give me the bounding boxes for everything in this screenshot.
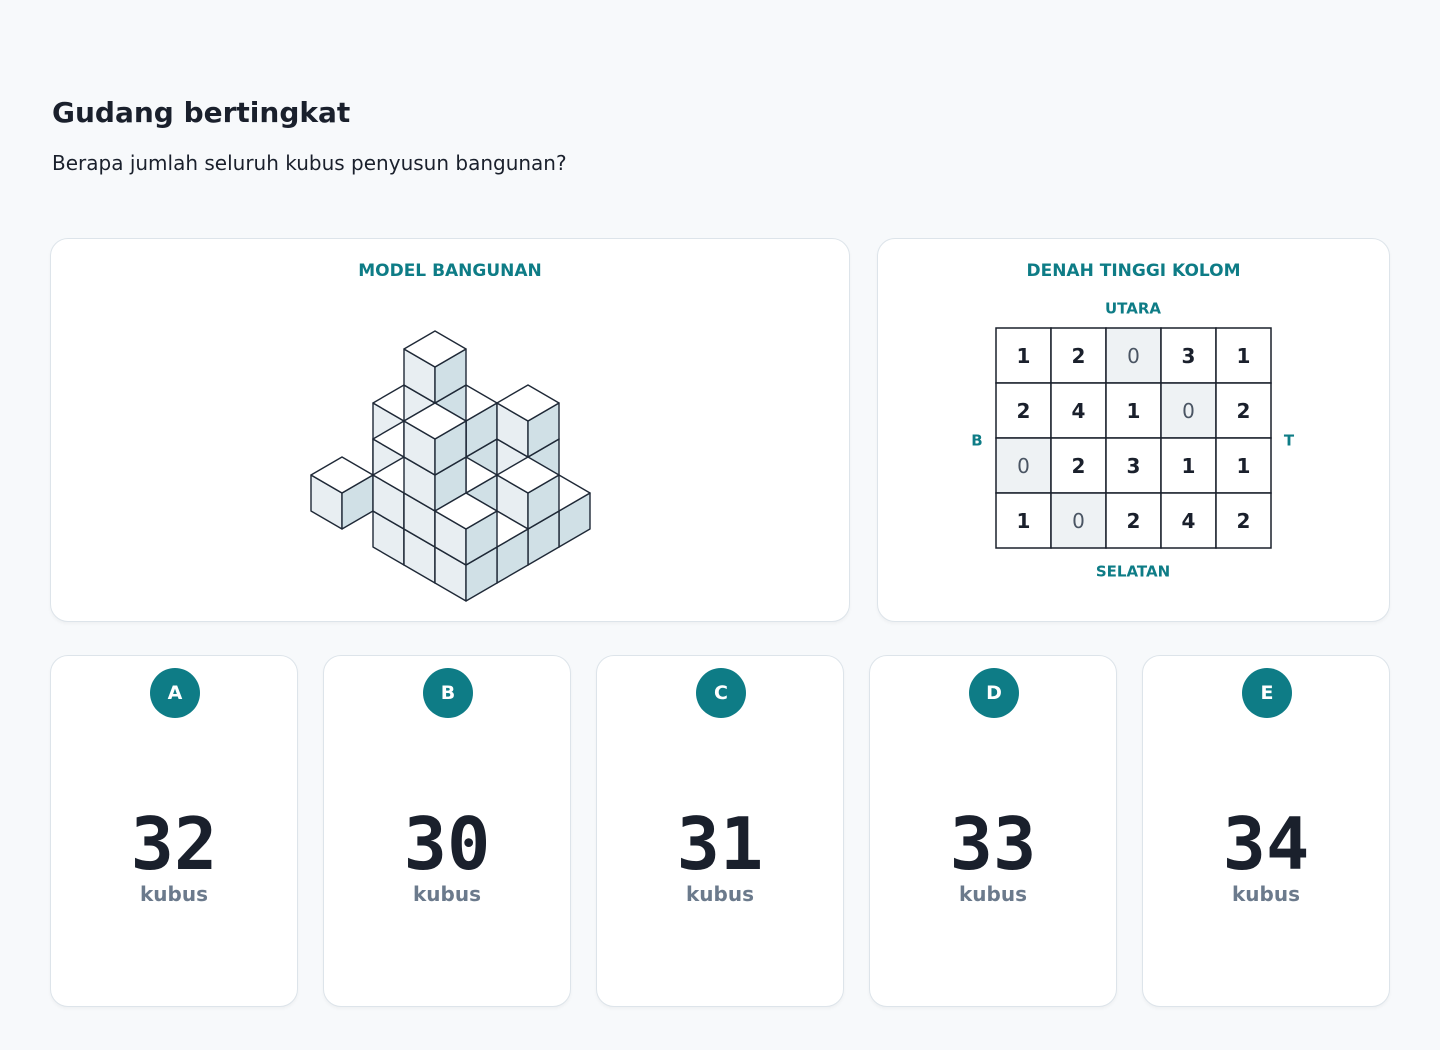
panel-title: DENAH TINGGI KOLOM — [1026, 261, 1241, 281]
option-card[interactable]: C 31 kubus — [596, 655, 844, 1007]
option-card[interactable]: D 33 kubus — [869, 655, 1117, 1007]
cell-value: 1 — [1017, 509, 1031, 533]
option-letter: A — [150, 668, 200, 718]
cell-value: 3 — [1182, 344, 1196, 368]
cell-value: 1 — [1127, 399, 1141, 423]
panel-title: MODEL BANGUNAN — [358, 261, 542, 281]
grid-cell — [1050, 492, 1107, 549]
grid-cell — [1160, 437, 1217, 494]
grid-cell — [995, 492, 1052, 549]
option-value: 32 — [130, 802, 218, 886]
grid-cell — [1105, 492, 1162, 549]
option-card[interactable]: B 30 kubus — [323, 655, 571, 1007]
cube-column — [310, 456, 374, 530]
option-unit: kubus — [1232, 882, 1300, 906]
option-card[interactable]: A 32 kubus — [50, 655, 298, 1007]
grid-cell — [995, 382, 1052, 439]
cube-top-face — [434, 492, 498, 530]
isometric-model — [310, 330, 591, 602]
cube-top-face — [403, 330, 467, 368]
cube-column — [434, 492, 498, 602]
cell-value: 2 — [1237, 509, 1251, 533]
south-label: SELATAN — [1096, 563, 1170, 581]
option-letter: D — [969, 668, 1019, 718]
cell-value: 4 — [1072, 399, 1086, 423]
cell-value: 0 — [1127, 344, 1140, 368]
title: Gudang bertingkat — [52, 96, 351, 129]
cell-value: 2 — [1017, 399, 1031, 423]
option-value: 31 — [676, 802, 764, 886]
cell-value: 2 — [1237, 399, 1251, 423]
cell-value: 0 — [1072, 509, 1085, 533]
west-label: B — [971, 432, 982, 450]
cell-value: 2 — [1127, 509, 1141, 533]
option-value: 33 — [949, 802, 1037, 886]
height-plan: UTARA SELATAN B T 1 2 0 3 1 2 4 1 0 2 0 2 3 1 1 1 0 2 4 2 — [971, 300, 1295, 581]
option-unit: kubus — [686, 882, 754, 906]
east-label: T — [1284, 432, 1295, 450]
cell-value: 2 — [1072, 454, 1086, 478]
cell-value: 1 — [1237, 454, 1251, 478]
grid-cell — [1105, 437, 1162, 494]
option-unit: kubus — [959, 882, 1027, 906]
cell-value: 0 — [1017, 454, 1030, 478]
cell-value: 0 — [1182, 399, 1195, 423]
cell-value: 2 — [1072, 344, 1086, 368]
cube-top-face — [403, 402, 467, 440]
option-unit: kubus — [140, 882, 208, 906]
grid-cell — [1160, 492, 1217, 549]
option-value: 30 — [403, 802, 491, 886]
option-letter: C — [696, 668, 746, 718]
cell-value: 1 — [1017, 344, 1031, 368]
plan-panel: DENAH TINGGI KOLOM UTARA SELATAN B T 1 2 0… — [877, 238, 1390, 622]
cell-value: 3 — [1127, 454, 1141, 478]
cell-value: 1 — [1182, 454, 1196, 478]
grid-cell — [1215, 492, 1272, 549]
model-panel: MODEL BANGUNAN — [50, 238, 850, 622]
cube-top-face — [310, 456, 374, 494]
option-value: 34 — [1222, 802, 1310, 886]
option-letter: E — [1242, 668, 1292, 718]
cube-top-face — [496, 456, 560, 494]
cell-value: 1 — [1237, 344, 1251, 368]
cube-top-face — [496, 384, 560, 422]
grid-cell — [1160, 327, 1217, 384]
north-label: UTARA — [1105, 300, 1161, 318]
option-unit: kubus — [413, 882, 481, 906]
cell-value: 4 — [1182, 509, 1196, 533]
option-card[interactable]: E 34 kubus — [1142, 655, 1390, 1007]
option-letter: B — [423, 668, 473, 718]
grid-cell — [1215, 437, 1272, 494]
grid-cell — [995, 327, 1052, 384]
grid-cell — [1215, 382, 1272, 439]
question: Berapa jumlah seluruh kubus penyusun ban… — [52, 151, 567, 175]
